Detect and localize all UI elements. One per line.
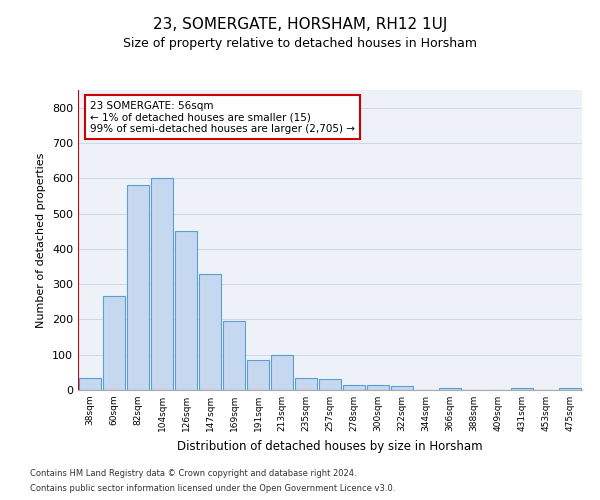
Bar: [247, 360, 269, 390]
Bar: [367, 384, 389, 390]
Bar: [559, 388, 581, 390]
Bar: [175, 231, 197, 390]
Bar: [295, 378, 317, 390]
Bar: [511, 388, 533, 390]
Text: Size of property relative to detached houses in Horsham: Size of property relative to detached ho…: [123, 38, 477, 51]
Text: 23 SOMERGATE: 56sqm
← 1% of detached houses are smaller (15)
99% of semi-detache: 23 SOMERGATE: 56sqm ← 1% of detached hou…: [90, 100, 355, 134]
Text: 23, SOMERGATE, HORSHAM, RH12 1UJ: 23, SOMERGATE, HORSHAM, RH12 1UJ: [153, 18, 447, 32]
Text: Contains public sector information licensed under the Open Government Licence v3: Contains public sector information licen…: [30, 484, 395, 493]
Bar: [103, 296, 125, 390]
Bar: [151, 178, 173, 390]
Bar: [271, 354, 293, 390]
Text: Contains HM Land Registry data © Crown copyright and database right 2024.: Contains HM Land Registry data © Crown c…: [30, 469, 356, 478]
Bar: [391, 386, 413, 390]
Bar: [343, 384, 365, 390]
Bar: [79, 378, 101, 390]
Bar: [199, 274, 221, 390]
Bar: [439, 388, 461, 390]
Bar: [127, 186, 149, 390]
Bar: [223, 321, 245, 390]
Bar: [319, 380, 341, 390]
Y-axis label: Number of detached properties: Number of detached properties: [37, 152, 46, 328]
X-axis label: Distribution of detached houses by size in Horsham: Distribution of detached houses by size …: [177, 440, 483, 452]
